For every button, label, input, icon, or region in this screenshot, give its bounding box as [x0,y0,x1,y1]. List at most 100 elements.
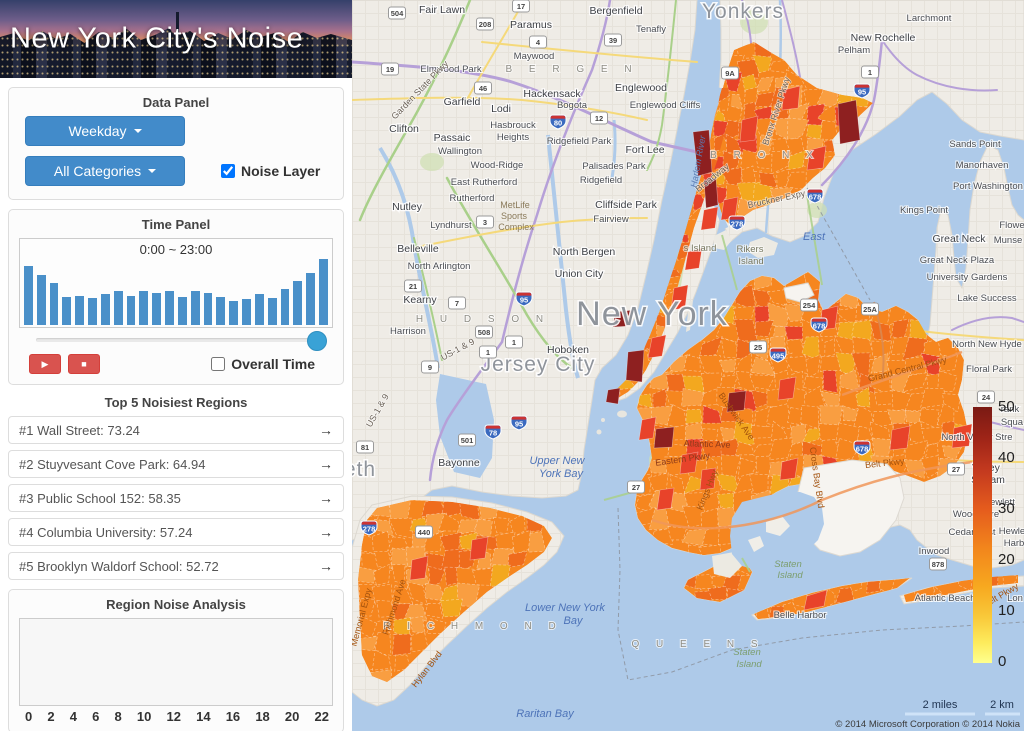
goto-region-arrow-icon[interactable]: → [319,490,333,506]
svg-text:Island: Island [736,659,762,670]
svg-text:Belleville: Belleville [397,243,439,255]
histogram-bar [254,294,264,325]
time-panel-title: Time Panel [141,217,211,232]
svg-text:Maywood: Maywood [514,51,555,62]
goto-region-arrow-icon[interactable]: → [319,456,333,472]
time-slider[interactable] [28,331,327,351]
histogram-bar [100,294,110,325]
weekday-dropdown-label: Weekday [68,123,127,139]
svg-text:Port Washington: Port Washington [953,181,1023,192]
noise-legend: 50 40 30 20 10 0 [973,398,1015,670]
noise-layer-label[interactable]: Noise Layer [241,163,321,179]
noise-layer-checkbox[interactable] [221,164,235,178]
svg-text:Munse: Munse [994,235,1023,246]
map-canvas[interactable]: New York Yonkers Jersey City eth B E R G E N… [352,0,1024,731]
histogram-bar [113,291,123,325]
svg-text:rank: rank [1001,404,1020,415]
goto-region-arrow-icon[interactable]: → [319,558,333,574]
overall-time-checkbox[interactable] [211,357,226,371]
overall-time-label[interactable]: Overall Time [231,356,315,372]
svg-text:Englewood: Englewood [615,82,667,94]
goto-region-arrow-icon[interactable]: → [319,524,333,540]
svg-text:Sports: Sports [501,211,528,221]
svg-text:Upper New: Upper New [529,455,585,467]
histogram-bar [126,296,136,325]
svg-text:9A: 9A [725,69,735,78]
svg-text:Tenafly: Tenafly [636,24,666,35]
svg-text:eth: eth [352,458,376,481]
histogram-bar [229,301,239,325]
noise-choropleth[interactable] [632,272,978,565]
svg-text:Lake Success: Lake Success [957,293,1016,304]
play-button[interactable]: ▶ [29,354,61,374]
top5-region-item[interactable]: #2 Stuyvesant Cove Park: 64.94 → [8,450,344,478]
svg-text:Hewle: Hewle [999,526,1024,537]
chevron-down-icon [148,169,157,173]
weekday-dropdown-button[interactable]: Weekday [25,116,185,146]
svg-text:4: 4 [536,38,541,47]
svg-text:81: 81 [361,443,369,452]
x-tick: 0 [25,709,33,724]
svg-text:78: 78 [489,429,497,438]
svg-text:Bay: Bay [564,615,584,627]
goto-region-arrow-icon[interactable]: → [319,422,333,438]
svg-text:27: 27 [632,483,640,492]
svg-text:80: 80 [554,119,562,128]
region-analysis-xticks: 0 2 4 6 8 10 12 14 16 18 20 22 [25,709,329,724]
histogram-bar [177,297,187,325]
svg-text:Belle Harbor: Belle Harbor [774,610,827,621]
svg-text:R I C H M O N D: R I C H M O N D [383,621,562,632]
top5-region-item[interactable]: #1 Wall Street: 73.24 → [8,416,344,444]
svg-text:Larchmont: Larchmont [907,13,952,24]
noise-choropleth[interactable] [354,496,552,688]
svg-text:Harrison: Harrison [390,326,426,337]
svg-text:Kearny: Kearny [403,294,437,306]
svg-text:Island: Island [738,256,763,267]
svg-text:Bogota: Bogota [557,100,588,111]
histogram-bar [36,275,46,325]
svg-text:27: 27 [952,465,960,474]
svg-text:501: 501 [461,436,474,445]
svg-text:Ridgefield: Ridgefield [580,175,622,186]
time-slider-handle[interactable] [307,331,327,351]
stop-button[interactable]: ■ [68,354,100,374]
svg-text:Lodi: Lodi [491,103,511,115]
svg-text:York Bay: York Bay [539,468,585,480]
top5-region-item[interactable]: #5 Brooklyn Waldorf School: 52.72 → [8,552,344,580]
svg-text:New York: New York [576,295,728,333]
region-label: #1 Wall Street: 73.24 [19,422,140,438]
histogram-bar [49,283,59,325]
svg-text:440: 440 [418,528,431,537]
top5-region-item[interactable]: #4 Columbia University: 57.24 → [8,518,344,546]
svg-text:21: 21 [409,282,417,291]
time-range-label: 0:00 ~ 23:00 [139,242,213,257]
svg-text:2 miles: 2 miles [923,699,958,711]
top5-region-item[interactable]: #3 Public School 152: 58.35 → [8,484,344,512]
svg-text:19: 19 [386,65,394,74]
x-tick: 2 [47,709,55,724]
skyline-spire [176,12,179,38]
svg-text:Complex: Complex [498,222,534,232]
histogram-bar [75,296,85,325]
svg-text:East Rutherford: East Rutherford [451,177,518,188]
x-tick: 16 [225,709,241,724]
svg-text:24: 24 [982,393,991,402]
svg-text:46: 46 [479,84,487,93]
histogram-bar [267,298,277,325]
svg-text:495: 495 [772,352,785,361]
svg-text:50: 50 [998,398,1015,415]
svg-text:Fort Lee: Fort Lee [625,144,664,156]
x-tick: 12 [166,709,181,724]
svg-text:39: 39 [609,36,617,45]
categories-dropdown-button[interactable]: All Categories [25,156,185,186]
app-title: New York City's Noise [10,22,304,55]
region-label: #2 Stuyvesant Cove Park: 64.94 [19,456,206,472]
svg-text:Harb: Harb [1004,538,1024,549]
svg-text:40: 40 [998,449,1015,466]
svg-text:Staten: Staten [774,559,801,570]
x-tick: 14 [196,709,211,724]
svg-text:25A: 25A [863,305,877,314]
time-slider-track[interactable] [36,338,317,342]
svg-text:Wood-Ridge: Wood-Ridge [471,160,524,171]
